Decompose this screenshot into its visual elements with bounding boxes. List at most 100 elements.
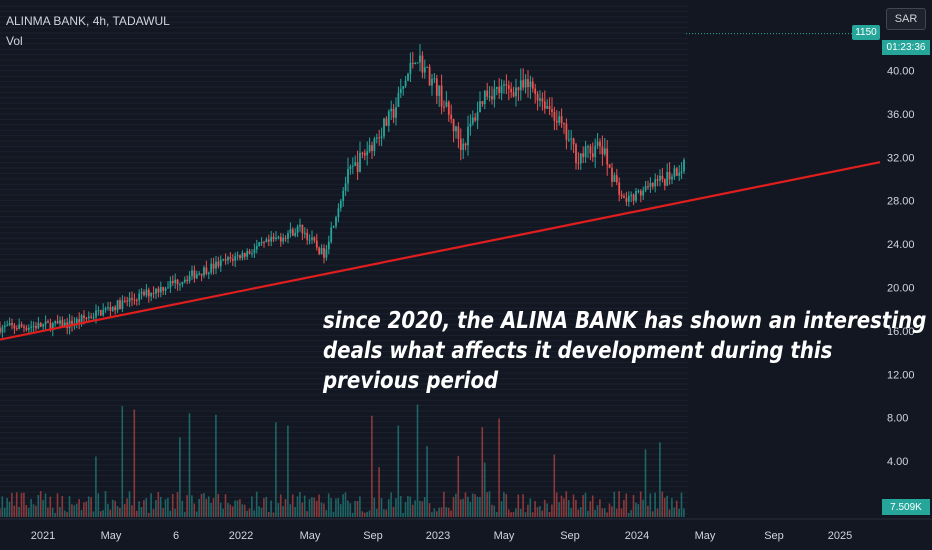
- candle-body: [277, 236, 280, 238]
- candle-body: [467, 126, 469, 146]
- x-tick-label: Sep: [560, 530, 580, 542]
- candle-body: [505, 84, 508, 86]
- candle-body: [395, 107, 397, 118]
- volume-bar: [491, 504, 493, 517]
- candle-body: [603, 148, 606, 155]
- volume-bar: [18, 506, 20, 517]
- candle-body: [212, 263, 215, 269]
- candle-body: [332, 226, 335, 228]
- candle-body: [498, 86, 501, 94]
- volume-bar: [318, 494, 320, 517]
- volume-bar: [267, 511, 270, 517]
- candle-body: [219, 259, 222, 267]
- candle-body: [287, 233, 289, 239]
- candle-body: [339, 200, 342, 209]
- volume-bar: [450, 510, 452, 517]
- volume-label: Vol: [6, 34, 23, 48]
- volume-bar: [54, 512, 56, 517]
- candle-body: [121, 300, 124, 309]
- volume-bar: [99, 511, 102, 517]
- volume-bar: [419, 500, 421, 517]
- candle-body: [155, 288, 157, 294]
- y-tick-label: 8.00: [887, 413, 908, 425]
- candle-body: [186, 279, 189, 281]
- candle-body: [637, 190, 640, 192]
- candle-body: [627, 195, 630, 202]
- candle-body: [663, 179, 666, 186]
- candle-body: [594, 145, 597, 158]
- candle-body: [97, 310, 100, 312]
- candle-body: [423, 67, 426, 73]
- volume-bar: [279, 494, 282, 517]
- candle-body: [625, 198, 628, 202]
- volume-bar: [332, 511, 335, 517]
- volume-bar: [150, 493, 152, 517]
- candle-body: [251, 253, 253, 255]
- candle-body: [200, 273, 203, 276]
- volume-bar: [618, 491, 620, 517]
- candle-body: [25, 327, 28, 330]
- volume-bar: [582, 495, 584, 517]
- volume-bar: [416, 404, 419, 517]
- candle-body: [179, 284, 181, 286]
- candle-body: [59, 320, 61, 324]
- volume-bar: [668, 509, 671, 517]
- volume-bar: [452, 496, 455, 517]
- y-tick-label: 40.00: [887, 66, 915, 78]
- candle-body: [56, 321, 59, 324]
- volume-bar: [464, 492, 467, 517]
- volume-bar: [500, 501, 503, 517]
- volume-bar: [11, 492, 13, 517]
- candle-body: [157, 288, 160, 293]
- volume-bar: [596, 505, 599, 517]
- volume-bar: [193, 503, 196, 517]
- currency-button[interactable]: SAR: [886, 8, 926, 30]
- volume-bar: [313, 497, 316, 517]
- volume-bar: [383, 509, 385, 517]
- candle-body: [459, 138, 462, 150]
- candle-body: [572, 138, 575, 145]
- volume-bar: [517, 494, 520, 517]
- volume-bar: [90, 497, 92, 517]
- candle-body: [205, 267, 208, 274]
- volume-bar: [188, 413, 191, 517]
- volume-bar: [128, 491, 131, 517]
- candle-body: [224, 259, 227, 261]
- volume-bar: [563, 498, 565, 517]
- candle-body: [102, 309, 105, 316]
- candle-body: [647, 186, 649, 188]
- volume-bar: [246, 510, 248, 517]
- candle-body: [359, 152, 361, 172]
- candle-body: [368, 145, 371, 152]
- volume-bar: [263, 497, 265, 517]
- volume-bar: [414, 500, 416, 517]
- candle-body: [8, 323, 11, 326]
- candle-body: [123, 300, 126, 302]
- candle-body: [443, 106, 445, 108]
- candle-body: [111, 306, 114, 311]
- volume-bar: [200, 493, 203, 517]
- candle-body: [481, 101, 484, 105]
- candle-body: [649, 182, 652, 187]
- candle-body: [570, 138, 573, 140]
- volume-bar: [627, 512, 630, 517]
- volume-bar: [92, 511, 95, 517]
- candle-body: [551, 109, 553, 113]
- candle-body: [35, 326, 37, 329]
- candle-body: [260, 242, 263, 244]
- candle-body: [515, 87, 517, 97]
- candle-body: [409, 62, 412, 74]
- volume-bar: [503, 492, 505, 517]
- volume-bar: [601, 508, 604, 517]
- volume-bar: [111, 499, 114, 517]
- candle-body: [421, 55, 424, 73]
- candle-body: [335, 217, 337, 227]
- volume-bar: [59, 507, 61, 517]
- candle-body: [15, 328, 18, 330]
- candle-body: [445, 101, 448, 107]
- candle-body: [289, 229, 292, 234]
- candle-body: [375, 137, 378, 139]
- volume-bar: [71, 504, 73, 517]
- volume-bar: [663, 497, 666, 517]
